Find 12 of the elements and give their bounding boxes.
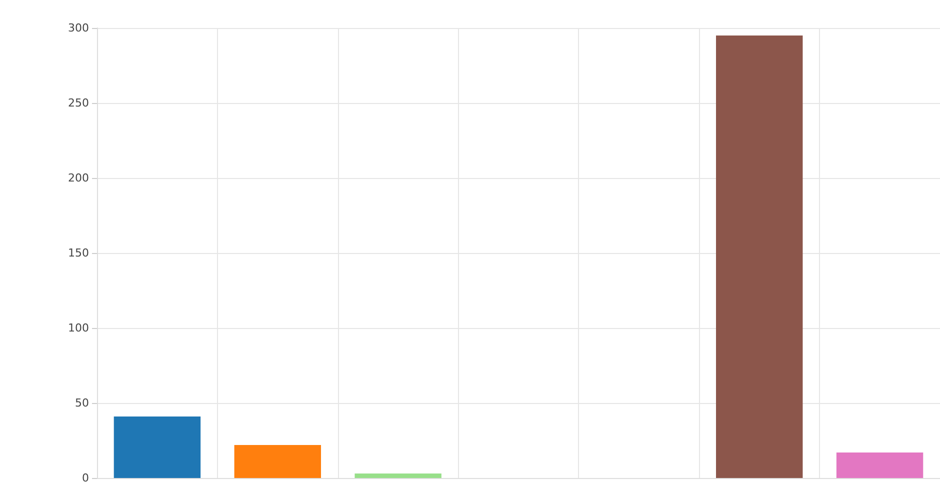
bar bbox=[354, 474, 442, 478]
y-tick-label: 100 bbox=[68, 322, 89, 334]
bar bbox=[716, 36, 803, 478]
y-tick-label: 150 bbox=[68, 246, 89, 260]
y-tick-label: 250 bbox=[68, 96, 89, 110]
bar bbox=[836, 452, 924, 478]
y-tick-label: 300 bbox=[68, 22, 89, 34]
bar bbox=[234, 445, 321, 478]
y-tick-label: 0 bbox=[82, 472, 89, 484]
y-tick-label: 50 bbox=[75, 396, 89, 410]
y-tick-label: 200 bbox=[68, 172, 89, 184]
bar bbox=[114, 416, 201, 478]
